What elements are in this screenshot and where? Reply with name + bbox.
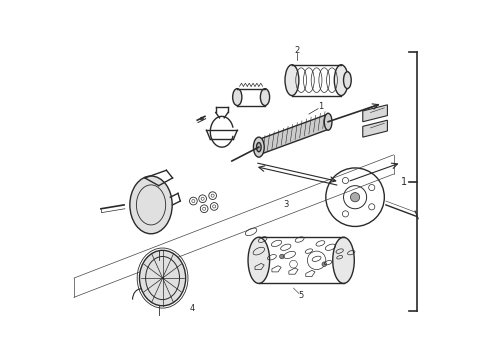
Text: 1: 1 xyxy=(318,102,323,111)
Circle shape xyxy=(280,254,284,259)
Ellipse shape xyxy=(253,137,264,157)
Ellipse shape xyxy=(233,89,242,105)
Ellipse shape xyxy=(334,65,348,95)
Ellipse shape xyxy=(140,250,186,306)
Ellipse shape xyxy=(130,176,172,234)
Ellipse shape xyxy=(333,237,354,283)
Ellipse shape xyxy=(248,237,270,283)
Ellipse shape xyxy=(260,89,270,105)
Polygon shape xyxy=(259,114,328,155)
Text: 4: 4 xyxy=(189,304,195,313)
Ellipse shape xyxy=(324,113,332,130)
Circle shape xyxy=(350,193,360,202)
Ellipse shape xyxy=(343,72,351,89)
Text: 3: 3 xyxy=(283,201,289,210)
Text: 1: 1 xyxy=(401,177,408,187)
Circle shape xyxy=(322,262,327,266)
Circle shape xyxy=(200,117,203,120)
Polygon shape xyxy=(363,120,388,137)
Text: 5: 5 xyxy=(298,291,304,300)
Ellipse shape xyxy=(257,143,261,152)
Polygon shape xyxy=(363,105,388,122)
Ellipse shape xyxy=(285,65,299,95)
Text: 2: 2 xyxy=(294,46,300,55)
